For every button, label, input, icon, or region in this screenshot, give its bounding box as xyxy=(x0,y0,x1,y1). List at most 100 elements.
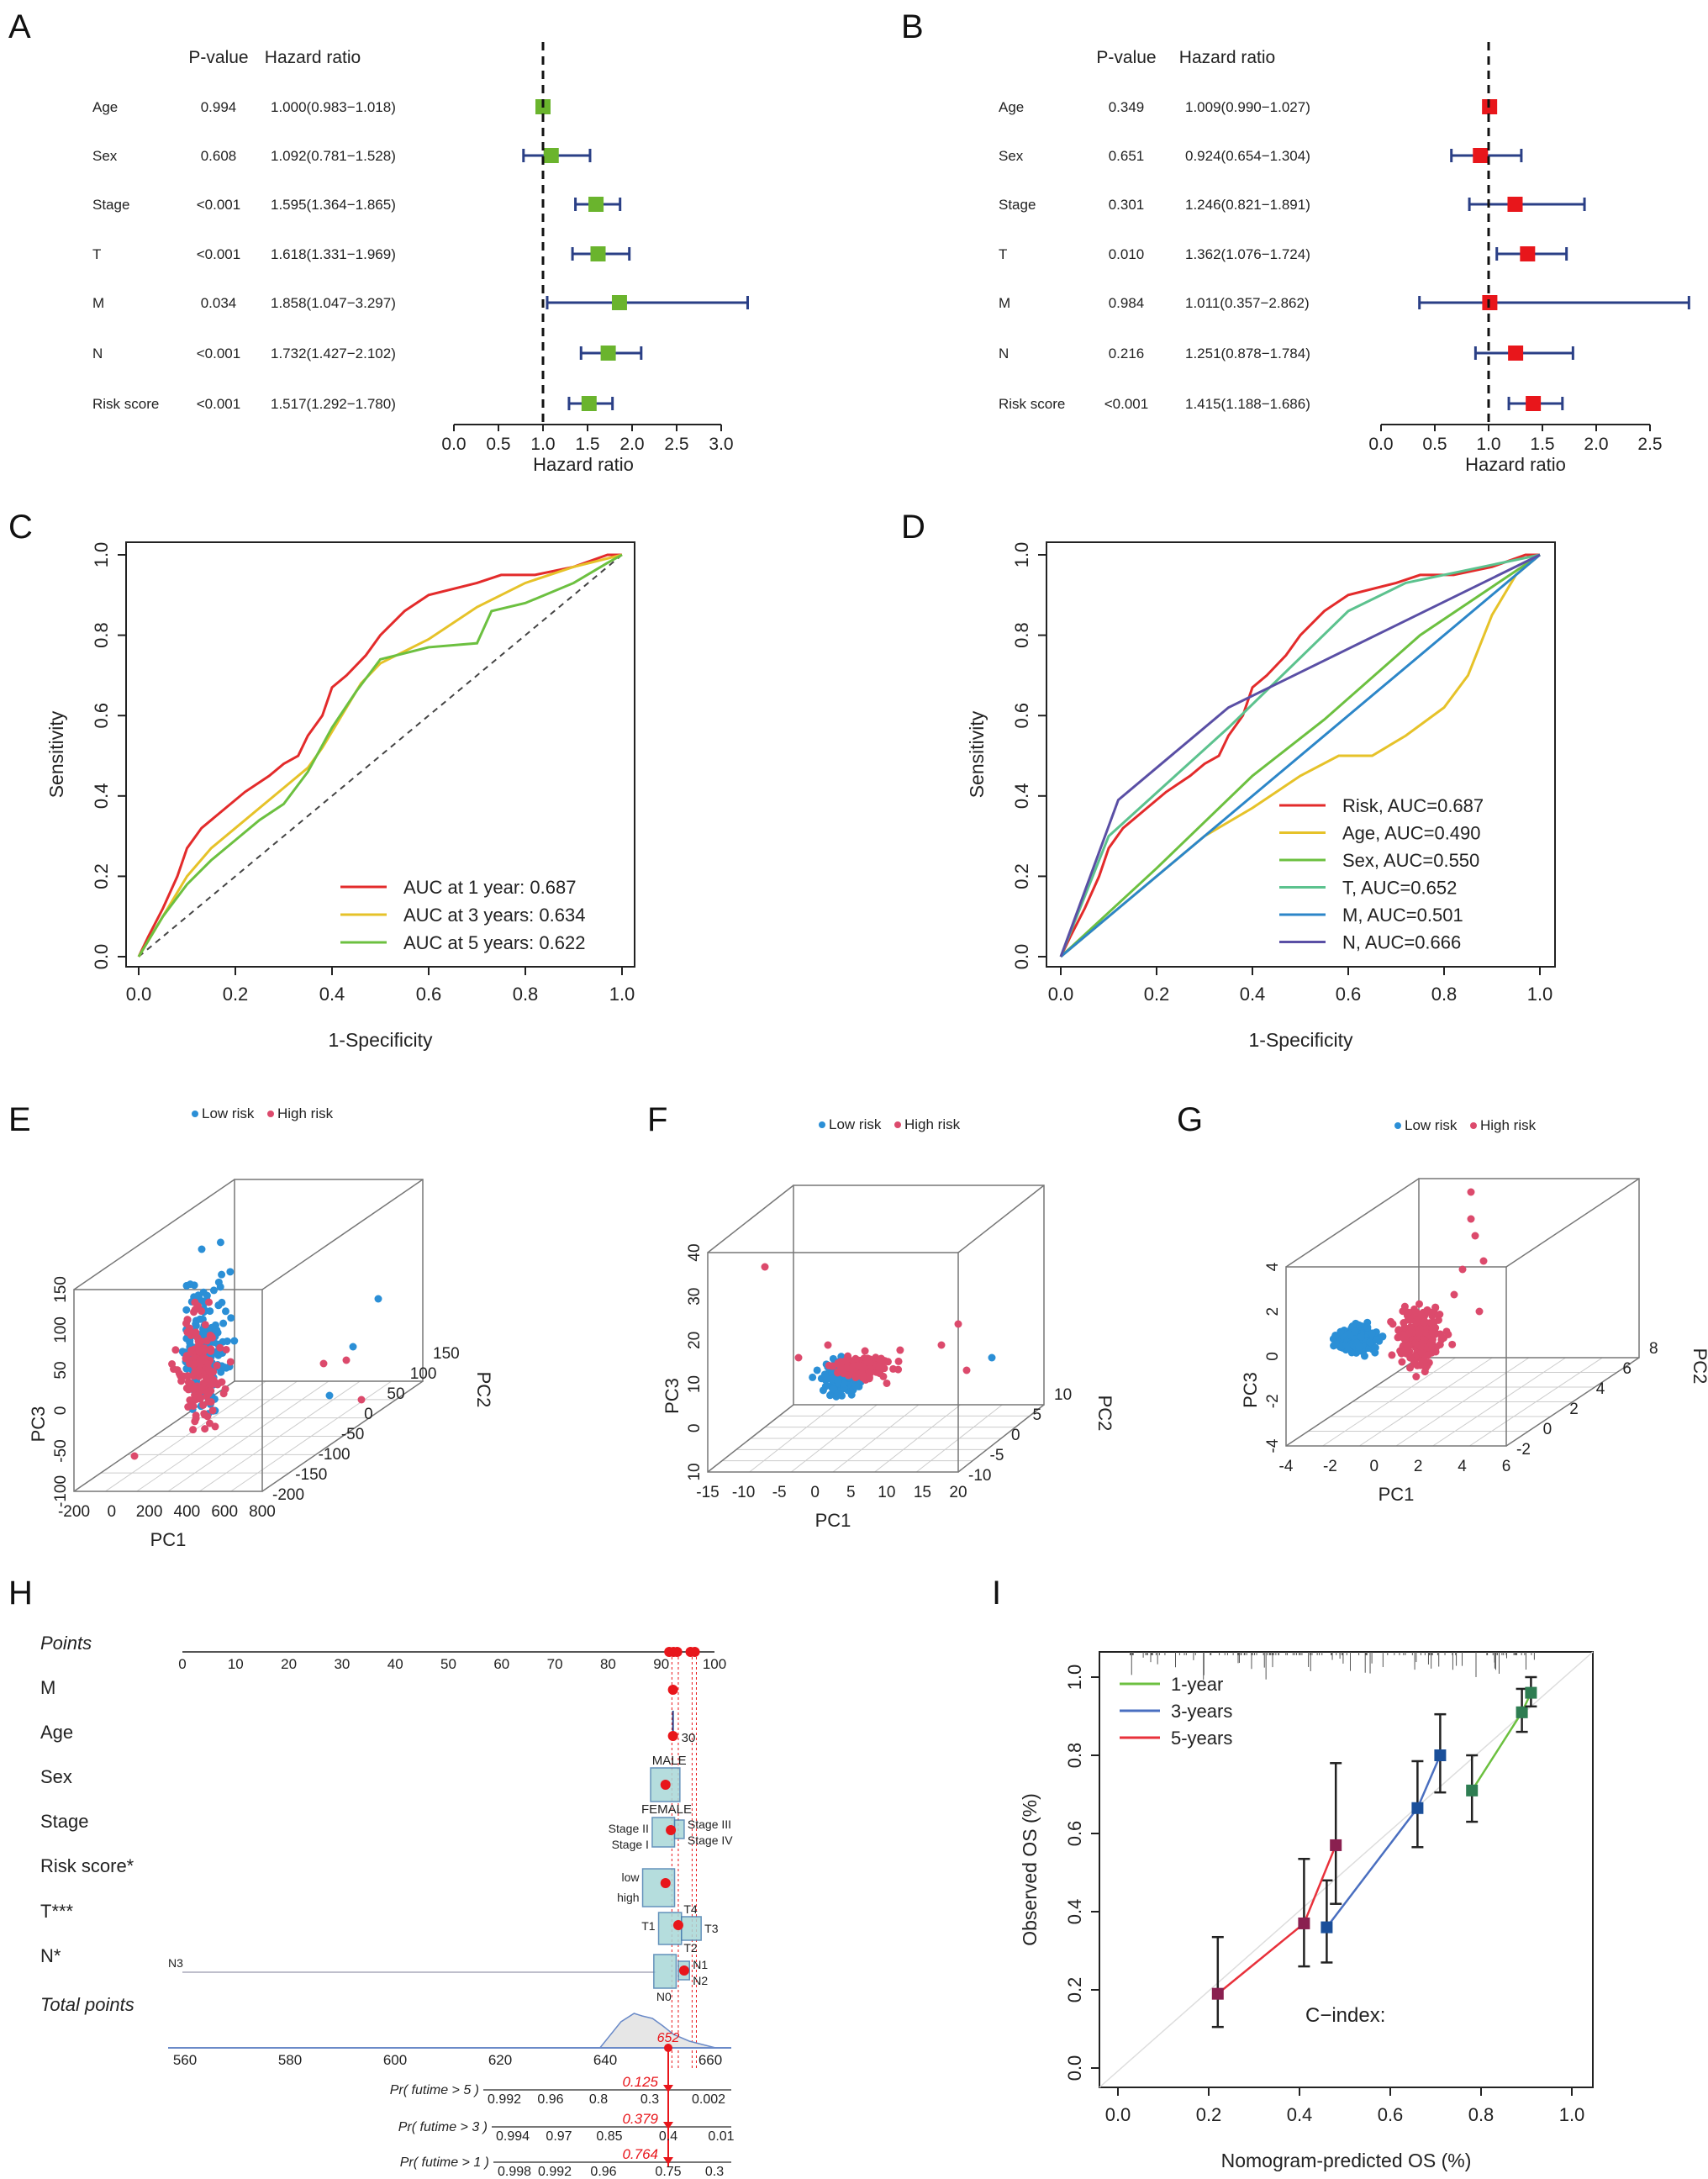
stage-level-label: Stage II xyxy=(609,1822,649,1835)
row-label: Risk score xyxy=(999,396,1065,412)
x-tick-label: 3.0 xyxy=(709,435,733,454)
point-low-risk xyxy=(1371,1348,1379,1357)
point-high-risk xyxy=(1471,1232,1479,1240)
row-hazard-ratio: 1.092(0.781−1.528) xyxy=(271,148,396,164)
row-p-value: 0.651 xyxy=(1109,148,1145,164)
pc2-tick-label: -5 xyxy=(990,1447,1004,1464)
point-high-risk xyxy=(1412,1373,1421,1381)
point-high-risk xyxy=(1467,1215,1475,1223)
row-p-value: 0.216 xyxy=(1109,346,1145,361)
total-points-label: Total points xyxy=(40,1994,134,2015)
calibration-point xyxy=(1525,1686,1537,1699)
point-high-risk xyxy=(1416,1311,1425,1319)
box-back-face xyxy=(1418,1178,1640,1359)
point-high-risk xyxy=(190,1384,198,1392)
x-tick-label: 0.6 xyxy=(416,984,442,1005)
pc2-tick-label: 150 xyxy=(433,1345,460,1363)
ideal-line xyxy=(1099,1651,1594,2088)
sex-marker xyxy=(660,1780,671,1790)
x-tick-label: 0.8 xyxy=(513,984,539,1005)
box-back-face xyxy=(793,1184,1045,1406)
point-high-risk xyxy=(881,1357,889,1365)
pc2-tick-label: 8 xyxy=(1649,1340,1658,1358)
total-tick-label: 560 xyxy=(173,2052,197,2068)
point-high-risk xyxy=(844,1352,852,1360)
legend-label-low-risk: Low risk xyxy=(1405,1117,1458,1133)
point-low-risk xyxy=(214,1301,223,1309)
x-tick-label: 2.0 xyxy=(619,435,644,454)
point-high-risk xyxy=(844,1371,852,1380)
plot-frame xyxy=(1046,541,1556,968)
points-row-label: Points xyxy=(40,1633,92,1654)
panel-letter-h: H xyxy=(8,1575,33,1612)
point-high-risk xyxy=(875,1369,883,1378)
point-low-risk xyxy=(349,1343,357,1351)
pc2-tick-label: 6 xyxy=(1622,1360,1632,1378)
point-high-risk xyxy=(857,1362,865,1370)
pc1-tick-label: 200 xyxy=(136,1503,163,1521)
y-tick-label: 0.6 xyxy=(1011,703,1032,729)
point-high-risk xyxy=(896,1346,904,1354)
age-marker xyxy=(667,1731,678,1741)
variable-label: Age xyxy=(40,1722,73,1743)
point-high-risk xyxy=(189,1426,198,1434)
legend-marker-low-risk xyxy=(1394,1122,1401,1129)
legend-label-high-risk: High risk xyxy=(1480,1117,1537,1133)
point-low-risk xyxy=(834,1377,842,1385)
pc1-tick-label: 0 xyxy=(108,1503,117,1521)
calibration-point xyxy=(1434,1749,1447,1761)
x-tick-label: 0.8 xyxy=(1431,984,1458,1005)
point-high-risk xyxy=(824,1341,832,1349)
y-tick-label: 0.2 xyxy=(91,863,112,889)
point-low-risk xyxy=(214,1278,223,1286)
x-tick-label: 1.0 xyxy=(1476,435,1500,454)
floor-grid xyxy=(1469,1357,1603,1447)
total-tick-label: 620 xyxy=(488,2052,512,2068)
roc-curve-2 xyxy=(1059,553,1541,958)
pc3-tick-label: 0 xyxy=(1264,1352,1282,1361)
x-tick-label: 0.5 xyxy=(1422,435,1447,454)
pc2-tick-label: 2 xyxy=(1569,1401,1579,1418)
row-label: Age xyxy=(999,99,1024,115)
point-high-risk xyxy=(130,1452,139,1460)
x-tick-label: 0.4 xyxy=(319,984,345,1005)
point-high-risk xyxy=(1448,1340,1457,1348)
point-high-risk xyxy=(1428,1342,1437,1350)
pc1-axis-title: PC1 xyxy=(815,1510,851,1531)
legend-marker-high-risk xyxy=(267,1111,274,1117)
x-tick-label: 0.2 xyxy=(1144,984,1170,1005)
point-low-risk xyxy=(374,1295,382,1303)
box-edge xyxy=(261,1179,424,1290)
variable-label: Risk score* xyxy=(40,1855,134,1876)
roc-plot-c: 0.0 0.2 0.4 0.6 0.8 1.0 0.0 0.2 0.4 0.6 0.8 1.0 1-Sp… xyxy=(45,541,635,1051)
point-high-risk xyxy=(855,1370,863,1379)
probability-tick-label: 0.994 xyxy=(496,2129,530,2144)
panel-letter-i: I xyxy=(992,1575,1001,1612)
stage-level-label: Stage III xyxy=(688,1818,731,1831)
pc3-tick-label: -2 xyxy=(1264,1394,1282,1408)
row-hazard-ratio: 1.362(1.076−1.724) xyxy=(1185,246,1310,262)
pc1-tick-label: 6 xyxy=(1502,1458,1511,1475)
point-high-risk xyxy=(1423,1306,1431,1314)
x-axis-title: 1-Specificity xyxy=(1249,1029,1353,1051)
row-hazard-ratio: 1.011(0.357−2.862) xyxy=(1185,295,1310,311)
legend-label: Age, AUC=0.490 xyxy=(1342,823,1481,844)
point-high-risk xyxy=(201,1321,209,1329)
point-low-risk xyxy=(813,1366,821,1374)
pc1-tick-label: -200 xyxy=(58,1503,90,1521)
n-box xyxy=(653,1954,677,1989)
total-points-density xyxy=(598,2013,716,2049)
hazard-ratio-marker xyxy=(611,295,627,310)
pc3-tick-label: 50 xyxy=(52,1361,70,1379)
t-marker xyxy=(672,1920,683,1930)
box-edge xyxy=(1505,1178,1640,1268)
probability-tick-label: 0.3 xyxy=(640,2092,659,2107)
row-p-value: <0.001 xyxy=(197,246,240,262)
row-p-value: 0.349 xyxy=(1109,99,1145,115)
x-axis-title: Hazard ratio xyxy=(1465,454,1566,475)
point-high-risk xyxy=(319,1359,328,1368)
probability-tick-label: 0.992 xyxy=(488,2092,521,2107)
point-high-risk xyxy=(1399,1331,1407,1339)
calibration-point xyxy=(1516,1706,1528,1718)
row-hazard-ratio: 0.924(0.654−1.304) xyxy=(1185,148,1310,164)
